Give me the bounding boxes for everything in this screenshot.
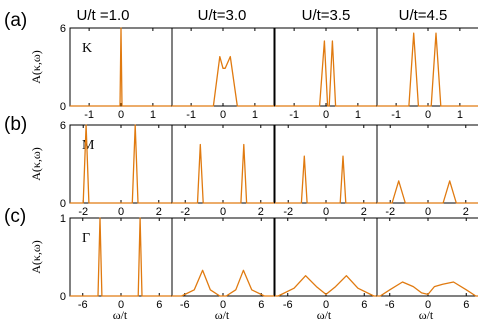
panel-c-1: -6 0 6 0 1 Γ (60, 213, 173, 311)
panel-b-2: -2 0 2 (171, 124, 275, 218)
row-tag-c: (c) (4, 206, 26, 227)
x-axis-labels: ω/t ω/t ω/t ω/t (113, 308, 434, 322)
x-tick-label: 2 (156, 206, 162, 218)
x-tick-label: 0 (425, 109, 431, 121)
panel-a-3: -1 0 1 (274, 27, 378, 121)
spectral-curve (70, 217, 172, 297)
panel-frame (171, 217, 275, 297)
spectral-curve (275, 275, 377, 297)
x-tick-label: 6 (156, 299, 162, 311)
x-tick-label: 6 (361, 299, 367, 311)
x-tick-label: 6 (463, 299, 469, 311)
panel-frame (376, 124, 478, 204)
y-tick-label: 0 (60, 198, 66, 210)
column-titles: U/t =1.0 U/t=3.0 U/t=3.5 U/t=4.5 (77, 7, 448, 24)
panel-frame (69, 217, 173, 297)
column-title-4: U/t=4.5 (399, 7, 448, 24)
x-tick-label: -2 (385, 206, 395, 218)
x-tick-label: 0 (425, 206, 431, 218)
y-axis-labels: A(κ,ω) A(κ,ω) A(κ,ω) (29, 50, 43, 274)
panel-a-4: -1 0 1 (376, 27, 478, 121)
x-axis-title-4: ω/t (419, 308, 434, 322)
x-axis-title-2: ω/t (215, 308, 230, 322)
x-tick-label: 2 (361, 206, 367, 218)
panel-frame (274, 217, 378, 297)
panel-a-2: -1 0 1 (171, 27, 275, 121)
k-point-label: Γ (82, 231, 90, 246)
y-tick-label: 0 (60, 291, 66, 303)
spectral-curve (377, 180, 478, 204)
y-tick-label: 0 (60, 101, 66, 113)
row-tag-b: (b) (4, 114, 27, 135)
x-tick-label: 1 (457, 109, 463, 121)
row-tag-a: (a) (4, 10, 27, 31)
x-tick-label: 0 (220, 299, 226, 311)
x-tick-label: -1 (289, 109, 299, 121)
x-tick-label: 0 (323, 299, 329, 311)
x-tick-label: -2 (283, 206, 293, 218)
x-tick-label: -6 (385, 299, 395, 311)
x-axis-title-1: ω/t (113, 308, 128, 322)
column-title-2: U/t=3.0 (198, 7, 247, 24)
spectral-curve (275, 155, 377, 204)
panel-b-4: -2 0 2 (376, 124, 478, 218)
x-tick-label: -1 (391, 109, 401, 121)
x-tick-label: 0 (118, 299, 124, 311)
y-axis-title-1: A(κ,ω) (29, 50, 43, 84)
x-tick-label: -6 (180, 299, 190, 311)
x-tick-label: 0 (220, 206, 226, 218)
k-point-label: M (82, 138, 95, 153)
y-tick-label: 6 (60, 120, 66, 132)
x-tick-label: 0 (220, 109, 226, 121)
row-tags: (a) (b) (c) (4, 10, 27, 227)
x-tick-label: 1 (252, 109, 258, 121)
panel-b-3: -2 0 2 (274, 124, 378, 218)
column-title-3: U/t=3.5 (302, 7, 351, 24)
panel-a-1: -1 0 1 0 6 K (60, 23, 173, 121)
spectral-curve (377, 32, 478, 107)
x-tick-label: 6 (258, 299, 264, 311)
panel-c-4: -6 0 6 (376, 217, 478, 311)
spectral-curve (70, 124, 172, 204)
y-tick-label: 6 (60, 23, 66, 35)
x-tick-label: 0 (323, 109, 329, 121)
spectral-curve (172, 55, 274, 107)
x-axis-title-3: ω/t (317, 308, 332, 322)
x-tick-label: -2 (180, 206, 190, 218)
panel-frame (274, 124, 378, 204)
x-tick-label: -6 (283, 299, 293, 311)
y-axis-title-2: A(κ,ω) (29, 147, 43, 181)
spectral-curve (377, 281, 478, 297)
x-tick-label: -1 (84, 109, 94, 121)
panel-frame (171, 124, 275, 204)
panel-c-2: -6 0 6 (171, 217, 275, 311)
x-tick-label: 0 (425, 299, 431, 311)
spectral-curve (172, 269, 274, 297)
panel-c-3: -6 0 6 (274, 217, 378, 311)
x-tick-label: 0 (118, 109, 124, 121)
panel-frame (376, 217, 478, 297)
spectral-curve (172, 143, 274, 204)
column-title-1: U/t =1.0 (77, 7, 130, 24)
x-tick-label: 2 (463, 206, 469, 218)
panel-b-1: -2 0 2 0 6 M (60, 120, 173, 218)
x-tick-label: 0 (323, 206, 329, 218)
x-tick-label: 0 (118, 206, 124, 218)
x-tick-label: -1 (186, 109, 196, 121)
x-tick-label: -6 (78, 299, 88, 311)
x-tick-label: 1 (150, 109, 156, 121)
x-tick-label: -2 (78, 206, 88, 218)
y-tick-label: 1 (60, 213, 66, 225)
x-tick-label: 2 (258, 206, 264, 218)
spectral-curve (70, 27, 172, 107)
spectral-curve (275, 40, 377, 107)
panel-frame (376, 27, 478, 107)
y-axis-title-3: A(κ,ω) (29, 240, 43, 274)
x-tick-label: 1 (355, 109, 361, 121)
k-point-label: K (82, 41, 92, 56)
